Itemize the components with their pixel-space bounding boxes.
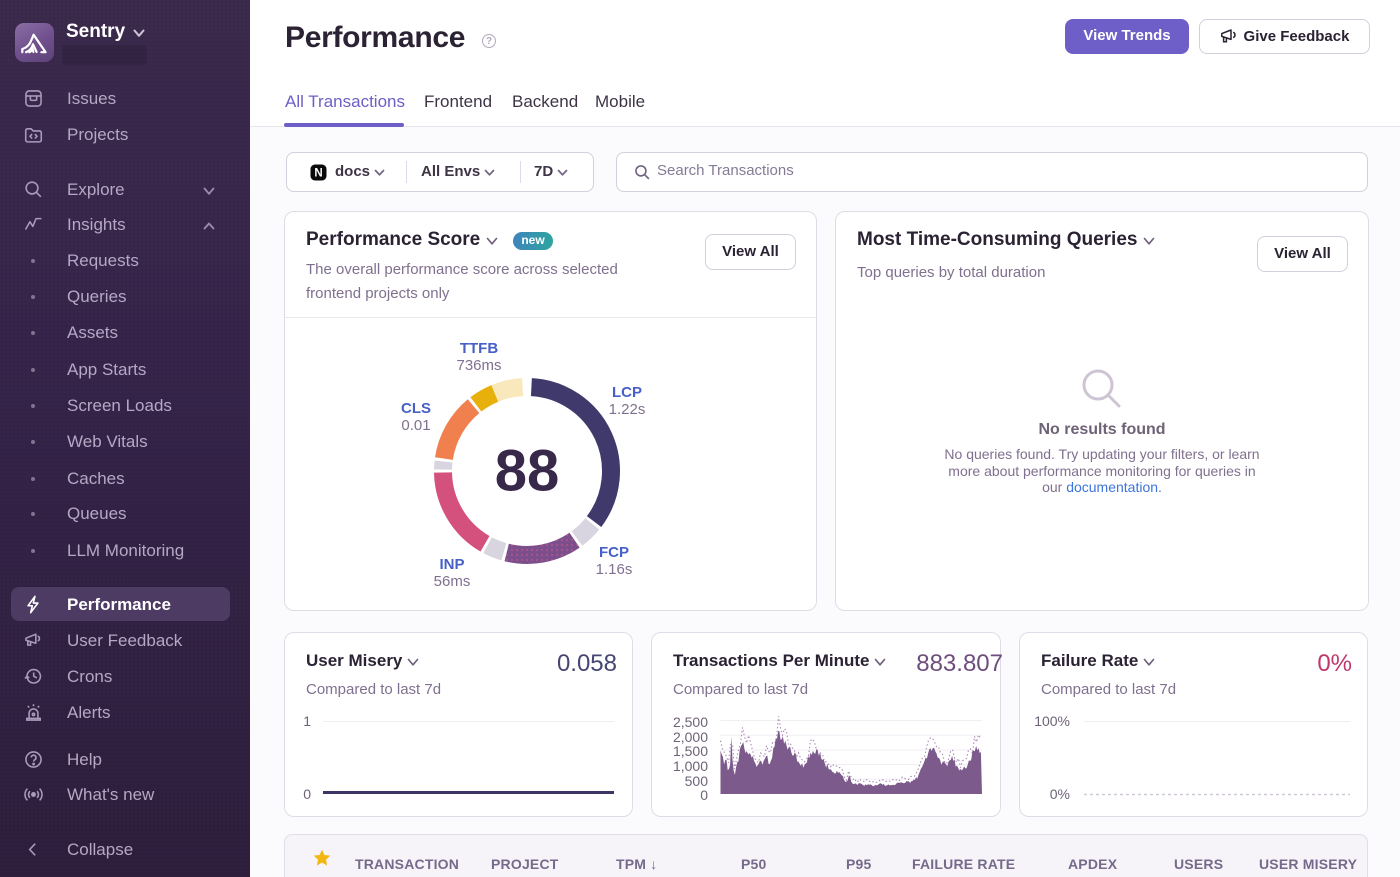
svg-text:N: N xyxy=(314,168,322,180)
